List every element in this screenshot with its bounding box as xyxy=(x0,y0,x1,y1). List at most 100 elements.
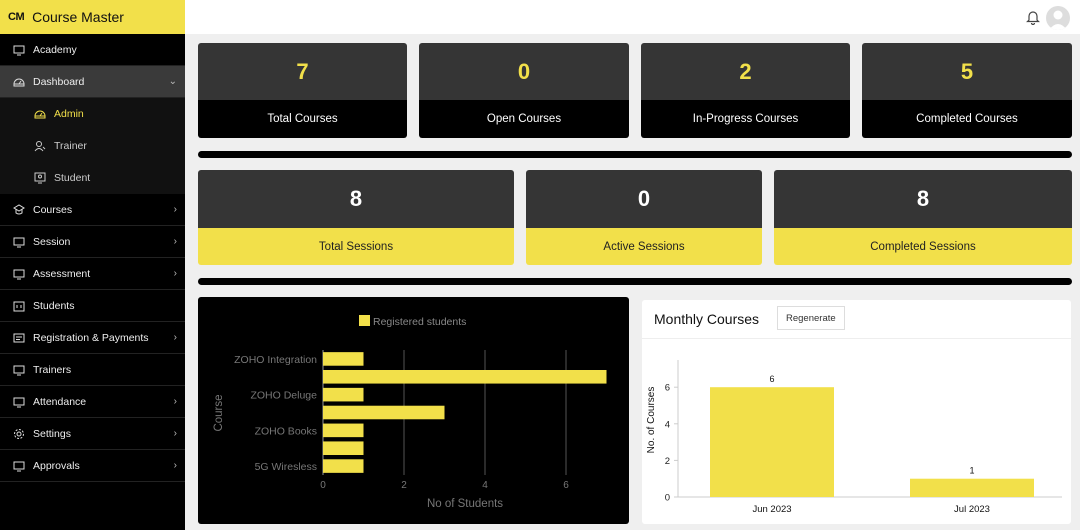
sidebar-item-label: Attendance xyxy=(33,395,87,408)
sidebar-item-students[interactable]: Students xyxy=(0,290,185,322)
register-icon xyxy=(12,331,26,345)
sidebar-item-trainers[interactable]: Trainers xyxy=(0,354,185,386)
stat-value: 0 xyxy=(526,170,762,228)
y-tick-label: 0 xyxy=(665,493,670,504)
monitor-icon xyxy=(12,395,26,409)
panel-title: Monthly Courses xyxy=(654,311,760,327)
stat-card-completed-sessions[interactable]: 8 Completed Sessions xyxy=(774,170,1072,265)
student-icon xyxy=(33,171,47,185)
chevron-right-icon: › xyxy=(173,396,177,407)
x-tick-label: 6 xyxy=(563,480,569,491)
regenerate-button[interactable]: Regenerate xyxy=(777,306,845,330)
sidebar-item-registration-payments[interactable]: Registration & Payments › xyxy=(0,322,185,354)
building-icon xyxy=(12,299,26,313)
brand-name: Course Master xyxy=(32,9,124,25)
monthly-courses-panel: Monthly Courses Regenerate 0 2 4 6 6 Jun 2023… xyxy=(642,300,1071,524)
stat-card-open-courses[interactable]: 0 Open Courses xyxy=(419,43,629,138)
sidebar-item-label: Approvals xyxy=(33,459,80,472)
y-tick-label: 2 xyxy=(665,456,670,467)
stat-label: Open Courses xyxy=(419,100,629,138)
data-label: 6 xyxy=(769,374,774,384)
sidebar-item-label: Trainers xyxy=(33,363,72,376)
brand-header[interactable]: CM Course Master xyxy=(0,0,185,34)
dashboard-icon xyxy=(12,75,26,89)
monitor-icon xyxy=(12,363,26,377)
sidebar-item-label: Academy xyxy=(33,43,77,56)
sidebar-subitem-admin[interactable]: Admin xyxy=(0,98,185,130)
sidebar-item-academy[interactable]: Academy xyxy=(0,34,185,66)
sidebar-item-courses[interactable]: Courses › xyxy=(0,194,185,226)
panel-divider xyxy=(642,338,1071,339)
y-axis-label: No. of Courses xyxy=(646,387,657,454)
brand-logo: CM xyxy=(8,11,25,23)
stat-label: Completed Sessions xyxy=(774,228,1072,265)
section-divider xyxy=(198,278,1072,285)
sidebar-item-settings[interactable]: Settings › xyxy=(0,418,185,450)
monitor-icon xyxy=(12,459,26,473)
top-bar xyxy=(185,0,1080,34)
monitor-icon xyxy=(12,43,26,57)
section-divider xyxy=(198,151,1072,158)
stat-card-inprogress-courses[interactable]: 2 In-Progress Courses xyxy=(641,43,850,138)
stat-label: Total Sessions xyxy=(198,228,514,265)
bar xyxy=(710,387,834,497)
stat-value: 8 xyxy=(198,170,514,228)
students-chart-panel: Registered students 0 2 4 6 ZOHO Integration Z… xyxy=(198,297,629,524)
sidebar-item-label: Courses xyxy=(33,203,73,216)
stat-card-active-sessions[interactable]: 0 Active Sessions xyxy=(526,170,762,265)
sidebar-subitem-label: Trainer xyxy=(54,140,87,152)
y-tick-label: 5G Wiresless xyxy=(255,461,317,473)
admin-icon xyxy=(33,107,47,121)
stat-card-completed-courses[interactable]: 5 Completed Courses xyxy=(862,43,1072,138)
sidebar-subitem-label: Student xyxy=(54,172,91,184)
stat-label: Total Courses xyxy=(198,100,407,138)
sidebar: CM Course Master Academy Dashboard ⌄ Adm… xyxy=(0,0,185,530)
chevron-right-icon: › xyxy=(173,428,177,439)
y-axis-label: Course xyxy=(213,394,225,431)
monitor-icon xyxy=(12,267,26,281)
x-tick-label: 0 xyxy=(320,480,326,491)
stat-card-total-courses[interactable]: 7 Total Courses xyxy=(198,43,407,138)
students-bar-chart: Registered students 0 2 4 6 ZOHO Integration Z… xyxy=(213,315,607,510)
sidebar-item-assessment[interactable]: Assessment › xyxy=(0,258,185,290)
sidebar-item-label: Assessment xyxy=(33,267,91,280)
chevron-right-icon: › xyxy=(173,460,177,471)
monthly-courses-chart: 0 2 4 6 6 Jun 2023 1 Jul 2023 No. of Courses xyxy=(646,360,1062,515)
monitor-icon xyxy=(12,235,26,249)
sidebar-item-approvals[interactable]: Approvals › xyxy=(0,450,185,482)
legend-label: Registered students xyxy=(373,316,466,328)
chevron-right-icon: › xyxy=(173,332,177,343)
stat-value: 2 xyxy=(641,43,850,100)
y-tick-label: ZOHO Books xyxy=(255,425,317,437)
stat-value: 8 xyxy=(774,170,1072,228)
trainer-icon xyxy=(33,139,47,153)
bell-icon[interactable] xyxy=(1026,9,1040,25)
y-tick-label: ZOHO Deluge xyxy=(250,390,317,402)
chevron-right-icon: › xyxy=(173,204,177,215)
sidebar-item-dashboard[interactable]: Dashboard ⌄ xyxy=(0,66,185,98)
sidebar-subitem-trainer[interactable]: Trainer xyxy=(0,130,185,162)
sidebar-item-label: Students xyxy=(33,299,75,312)
sidebar-subitem-label: Admin xyxy=(54,108,84,120)
stat-value: 0 xyxy=(419,43,629,100)
x-axis-label: No of Students xyxy=(427,498,503,510)
sidebar-subitem-student[interactable]: Student xyxy=(0,162,185,194)
stat-card-total-sessions[interactable]: 8 Total Sessions xyxy=(198,170,514,265)
courses-icon xyxy=(12,203,26,217)
sidebar-item-attendance[interactable]: Attendance › xyxy=(0,386,185,418)
bar xyxy=(910,478,1034,497)
avatar[interactable] xyxy=(1046,6,1070,30)
chevron-right-icon: › xyxy=(173,268,177,279)
stat-label: Completed Courses xyxy=(862,100,1072,138)
chevron-down-icon: ⌄ xyxy=(168,76,177,87)
bar xyxy=(323,423,364,438)
x-tick-label: Jun 2023 xyxy=(752,504,791,515)
x-tick-label: 2 xyxy=(401,480,407,491)
bar xyxy=(323,387,364,402)
y-tick-label: 6 xyxy=(665,383,670,394)
bar xyxy=(323,405,445,420)
gear-icon xyxy=(12,427,26,441)
stat-value: 5 xyxy=(862,43,1072,100)
sidebar-item-session[interactable]: Session › xyxy=(0,226,185,258)
legend-swatch xyxy=(359,315,370,326)
